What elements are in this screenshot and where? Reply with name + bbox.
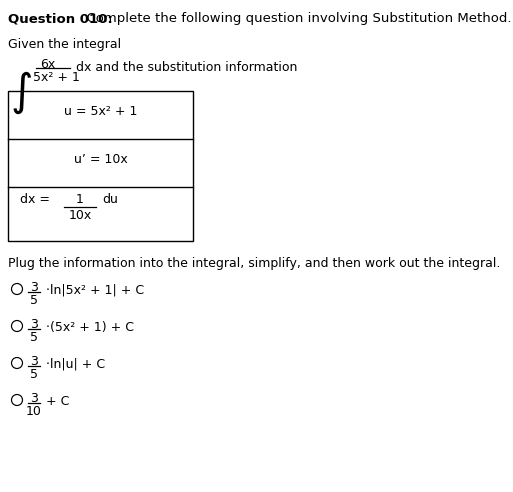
Text: dx and the substitution information: dx and the substitution information bbox=[76, 61, 298, 74]
Text: 5: 5 bbox=[30, 331, 38, 344]
Text: Given the integral: Given the integral bbox=[8, 38, 121, 51]
Text: 3: 3 bbox=[30, 355, 38, 368]
Text: 3: 3 bbox=[30, 318, 38, 331]
Text: ⋅ln|u| + C: ⋅ln|u| + C bbox=[46, 358, 105, 371]
Circle shape bbox=[11, 358, 23, 369]
Text: Plug the information into the integral, simplify, and then work out the integral: Plug the information into the integral, … bbox=[8, 257, 500, 270]
Text: $\int$: $\int$ bbox=[10, 70, 32, 117]
Text: du: du bbox=[102, 193, 118, 206]
Text: ⋅ln|5x² + 1| + C: ⋅ln|5x² + 1| + C bbox=[46, 284, 144, 297]
Text: ⋅(5x² + 1) + C: ⋅(5x² + 1) + C bbox=[46, 321, 134, 334]
Text: + C: + C bbox=[46, 395, 69, 408]
Text: dx =: dx = bbox=[20, 193, 50, 206]
Text: 5: 5 bbox=[30, 294, 38, 307]
Circle shape bbox=[11, 395, 23, 405]
Text: u = 5x² + 1: u = 5x² + 1 bbox=[64, 105, 137, 118]
Text: 3: 3 bbox=[30, 392, 38, 405]
Text: 5: 5 bbox=[30, 368, 38, 381]
Bar bbox=[8, 91, 193, 241]
Text: 10: 10 bbox=[26, 405, 42, 418]
Circle shape bbox=[11, 283, 23, 295]
Text: Question 010:: Question 010: bbox=[8, 12, 113, 25]
Text: 3: 3 bbox=[30, 281, 38, 294]
Text: Complete the following question involving Substitution Method.: Complete the following question involvin… bbox=[78, 12, 511, 25]
Text: 5x² + 1: 5x² + 1 bbox=[33, 71, 80, 84]
Circle shape bbox=[11, 320, 23, 332]
Text: 10x: 10x bbox=[68, 209, 92, 222]
Text: 6x: 6x bbox=[40, 58, 55, 71]
Text: u’ = 10x: u’ = 10x bbox=[74, 153, 127, 166]
Text: 1: 1 bbox=[76, 193, 84, 206]
